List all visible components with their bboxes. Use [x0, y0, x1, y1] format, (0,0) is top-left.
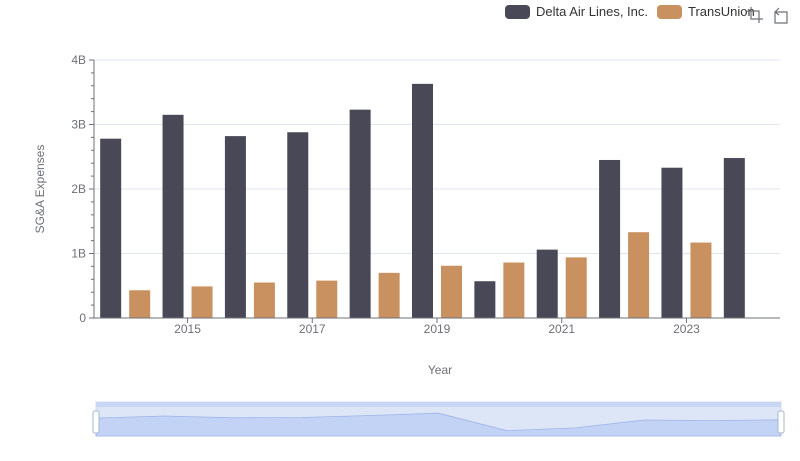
bar-transunion-2017[interactable]	[316, 280, 338, 318]
bar-transunion-2016[interactable]	[253, 282, 275, 318]
y-tick-label: 4B	[71, 53, 86, 67]
bar-delta-2024[interactable]	[723, 158, 745, 318]
bar-delta-2021[interactable]	[536, 249, 558, 318]
bar-transunion-2019[interactable]	[441, 265, 462, 318]
data-zoom-right-handle[interactable]	[777, 410, 785, 434]
legend-swatch-transunion	[657, 4, 682, 19]
bar-delta-2015[interactable]	[162, 114, 184, 318]
legend-label-delta: Delta Air Lines, Inc.	[536, 4, 648, 19]
legend-item-transunion[interactable]: TransUnion	[657, 4, 755, 19]
legend-label-transunion: TransUnion	[688, 4, 755, 19]
data-zoom-slider[interactable]	[92, 401, 785, 437]
legend-swatch-delta	[505, 4, 530, 19]
bar-transunion-2014[interactable]	[129, 290, 151, 318]
y-tick-label: 3B	[71, 118, 86, 132]
bar-transunion-2020[interactable]	[503, 262, 525, 318]
y-tick-label: 2B	[71, 182, 86, 196]
bar-delta-2023[interactable]	[661, 167, 683, 318]
bar-transunion-2015[interactable]	[191, 286, 213, 318]
data-zoom-move-bar[interactable]	[96, 402, 781, 407]
bar-transunion-2023[interactable]	[690, 242, 712, 318]
x-tick-label: 2015	[174, 322, 201, 336]
data-zoom-left-handle[interactable]	[92, 410, 100, 434]
data-zoom-preview	[95, 412, 782, 437]
legend: Delta Air Lines, Inc. TransUnion	[505, 4, 764, 19]
bar-delta-2014[interactable]	[100, 138, 122, 318]
bar-delta-2022[interactable]	[599, 159, 621, 318]
bar-transunion-2018[interactable]	[378, 272, 400, 318]
bar-delta-2018[interactable]	[349, 109, 371, 318]
bar-transunion-2021[interactable]	[565, 257, 587, 318]
x-tick-label: 2021	[548, 322, 575, 336]
bar-delta-2020[interactable]	[474, 281, 496, 318]
data-zoom-icon[interactable]	[746, 6, 764, 24]
bar-delta-2017[interactable]	[287, 132, 309, 318]
bar-transunion-2022[interactable]	[628, 232, 650, 318]
legend-item-delta[interactable]: Delta Air Lines, Inc.	[505, 4, 648, 19]
restore-icon[interactable]	[772, 6, 790, 24]
y-tick-label: 0	[79, 311, 86, 325]
x-tick-label: 2019	[424, 322, 451, 336]
y-tick-label: 1B	[71, 247, 86, 261]
x-tick-label: 2017	[299, 322, 326, 336]
x-tick-label: 2023	[673, 322, 700, 336]
x-axis-title: Year	[428, 363, 452, 377]
y-axis-title: SG&A Expenses	[33, 145, 47, 234]
bar-delta-2016[interactable]	[224, 136, 246, 318]
bar-delta-2019[interactable]	[412, 83, 433, 319]
